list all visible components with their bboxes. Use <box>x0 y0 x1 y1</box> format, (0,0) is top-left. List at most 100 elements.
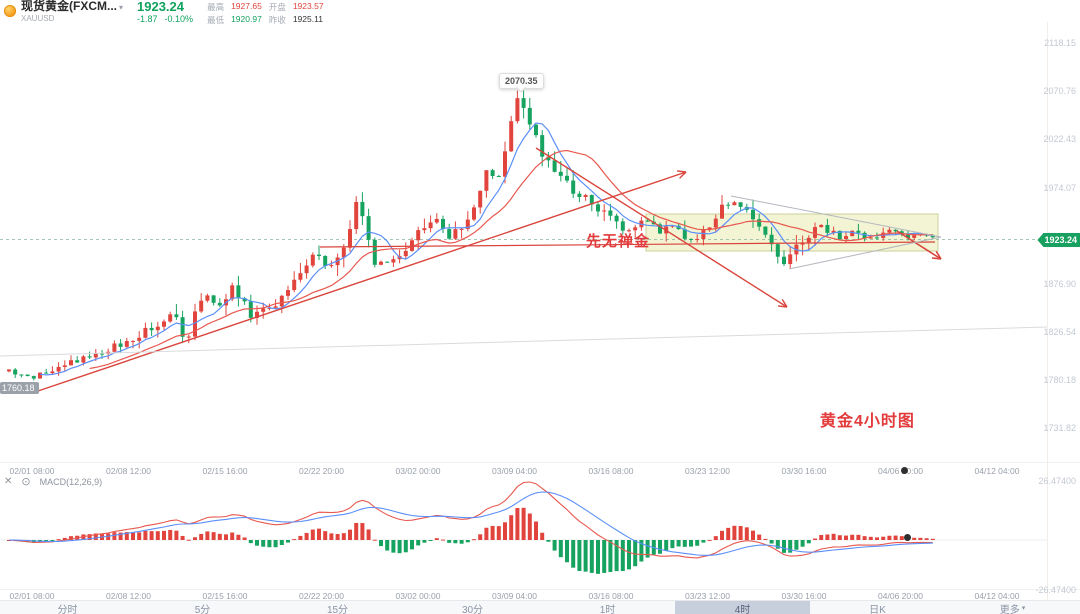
divider <box>0 462 1080 463</box>
time-label: 03/16 08:00 <box>588 591 634 601</box>
ma-slow-line <box>89 149 933 370</box>
macd-close-icon[interactable]: ✕ <box>4 476 13 487</box>
tab-timeframe-timeshare[interactable]: 分时 <box>0 601 135 614</box>
price-axis-label: 2022.43 <box>1043 134 1076 144</box>
stat-label: 开盘 <box>268 2 286 12</box>
moving-average-layer <box>39 122 933 376</box>
trendline-ascending-support[interactable] <box>37 171 687 392</box>
stat-value-prev-close: 1925.11 <box>292 14 323 24</box>
symbol-code: XAUUSD <box>21 14 55 23</box>
tab-timeframe-4hour[interactable]: 4时 <box>675 601 810 614</box>
time-label: 03/23 12:00 <box>685 466 730 476</box>
time-label: 03/09 04:00 <box>492 591 537 601</box>
divider <box>0 589 1080 590</box>
chart-caption-text: 黄金4小时图 <box>820 413 915 430</box>
stat-label: 最高 <box>207 2 225 12</box>
tab-timeframe-5min[interactable]: 5分 <box>135 601 270 614</box>
macd-dea-line <box>8 491 933 556</box>
arrowhead <box>931 257 942 260</box>
macd-indicator-label: MACD(12,26,9) <box>39 477 103 487</box>
trendline-descending-resistance[interactable] <box>535 147 788 308</box>
axis-divider <box>1047 22 1048 600</box>
time-label: 03/02 00:00 <box>395 466 441 476</box>
tab-timeframe-30min[interactable]: 30分 <box>405 601 540 614</box>
arrowhead <box>777 305 788 308</box>
timeframe-label: 4时 <box>734 604 751 614</box>
time-label: 02/08 12:00 <box>106 591 151 601</box>
time-label: 02/08 12:00 <box>106 466 151 476</box>
macd-settings-icon[interactable]: ⊙ <box>21 476 31 488</box>
timeframe-label: 5分 <box>194 604 211 614</box>
time-label: 02/01 08:00 <box>9 466 55 476</box>
tab-timeframe-15min[interactable]: 15分 <box>270 601 405 614</box>
price-change: -1.87 <box>137 14 158 24</box>
time-label: 03/16 08:00 <box>588 466 634 476</box>
timeframe-label: 1时 <box>599 604 616 614</box>
time-label: 03/02 00:00 <box>395 591 441 601</box>
macd-layer <box>0 481 1047 574</box>
arrowhead <box>935 250 942 260</box>
stat-label: 最低 <box>207 15 225 25</box>
time-label: 03/30 16:00 <box>781 591 827 601</box>
ohlc-stats: 最高 1927.65 开盘 1923.57 最低 1920.97 昨收 1925… <box>207 1 324 26</box>
stat-value-low: 1920.97 <box>231 14 262 24</box>
arrowhead <box>676 170 687 173</box>
macd-panel-header: ✕ ⊙ MACD(12,26,9) <box>4 476 103 488</box>
trendline-wedge-upper[interactable] <box>730 195 942 238</box>
price-change-pct: -0.10% <box>164 14 194 24</box>
macd-axis-min: -26.47400 <box>1035 585 1076 595</box>
current-price-badge: 1923.24 <box>1037 233 1080 247</box>
time-label: 04/12 04:00 <box>974 466 1020 476</box>
time-label: 02/01 08:00 <box>9 591 55 601</box>
stat-label: 昨收 <box>268 15 286 25</box>
chevron-down-icon: ▾ <box>1021 605 1026 612</box>
trendline-breakdown-arrow[interactable] <box>896 230 942 260</box>
macd-axis-max: 26.47400 <box>1038 476 1076 486</box>
stat-value-open: 1923.57 <box>292 1 324 11</box>
arrowhead <box>679 171 687 179</box>
price-axis-label: 2118.15 <box>1044 38 1076 48</box>
gold-coin-icon <box>4 5 16 17</box>
time-label: 02/15 16:00 <box>202 466 248 476</box>
drawing-handle-dot[interactable] <box>900 466 908 474</box>
price-axis-label: 1731.82 <box>1043 423 1076 433</box>
trendline-long-diagonal[interactable] <box>0 326 1048 357</box>
time-label: 03/30 16:00 <box>781 466 827 476</box>
price-axis-label: 1780.18 <box>1043 375 1076 385</box>
chevron-down-icon[interactable]: ▾ <box>119 3 124 12</box>
timeframe-label: 15分 <box>326 604 349 614</box>
price-axis-label: 2070.76 <box>1043 86 1076 96</box>
timeframe-toolbar: 分时 5分 15分 30分 1时 4时 日K 更多 ▾ <box>0 600 1080 614</box>
watermark-text: 先无禅金 <box>586 233 651 250</box>
ma-fast-line <box>39 122 933 376</box>
drawing-handle-dot[interactable] <box>903 533 911 541</box>
time-label: 04/06 20:00 <box>878 591 923 601</box>
time-label: 04/12 04:00 <box>974 591 1020 601</box>
tab-timeframe-daily[interactable]: 日K <box>810 601 945 614</box>
time-label: 02/22 20:00 <box>299 466 344 476</box>
symbol-title: 现货黄金(FXCM... <box>21 0 117 13</box>
trendline-horizontal-level[interactable] <box>319 241 936 248</box>
price-axis-label: 1876.90 <box>1043 279 1076 289</box>
drawing-annotations-layer[interactable] <box>0 147 1048 392</box>
time-label: 03/23 12:00 <box>685 591 730 601</box>
timeframe-label: 分时 <box>57 604 78 614</box>
tab-timeframe-more[interactable]: 更多 ▾ <box>945 601 1080 614</box>
time-label: 02/15 16:00 <box>202 591 248 601</box>
stat-value-high: 1927.65 <box>231 1 262 11</box>
trendline-wedge-lower[interactable] <box>788 236 942 270</box>
timeframe-label: 日K <box>869 604 886 614</box>
last-price: 1923.24 <box>137 0 185 14</box>
symbol-selector[interactable]: 现货黄金(FXCM... ▾ XAUUSD <box>21 0 123 23</box>
price-axis-label: 1974.07 <box>1043 183 1076 193</box>
peak-price-tooltip: 2070.35 <box>499 73 544 93</box>
instrument-header: 现货黄金(FXCM... ▾ XAUUSD 1923.24 -1.87 -0.10… <box>0 0 324 26</box>
timeframe-label: 更多 <box>999 604 1020 614</box>
time-label: 03/09 04:00 <box>492 466 537 476</box>
tab-timeframe-1hour[interactable]: 1时 <box>540 601 675 614</box>
left-price-badge: 1760.18 <box>0 382 39 394</box>
macd-dif-line <box>8 481 933 559</box>
price-axis-label: 1826.54 <box>1043 327 1076 337</box>
